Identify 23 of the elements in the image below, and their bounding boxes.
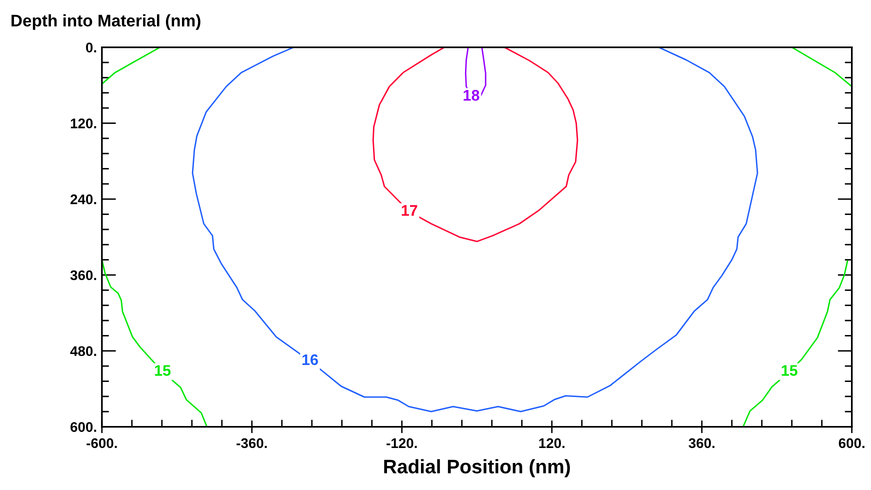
y-tick-label: 0. (86, 42, 96, 52)
y-tick-label: 360. (70, 270, 96, 280)
x-tick-label: -120. (386, 438, 417, 448)
annotation: 16 (302, 354, 318, 366)
annotation: 15 (782, 365, 798, 376)
y-tick-label: 600. (70, 422, 96, 432)
line-series (192, 47, 758, 412)
annotation: 18 (464, 90, 480, 101)
line-series (372, 47, 578, 242)
line-series (742, 260, 848, 427)
x-tick-label: 360. (688, 438, 714, 448)
x-axis-title: Radial Position (nm) (384, 459, 570, 478)
y-axis-title: Depth into Material (nm) (12, 14, 200, 30)
y-tick-label: 240. (70, 194, 96, 204)
y-tick-label: 120. (70, 118, 96, 128)
y-tick-label: 480. (70, 346, 96, 356)
x-tick-label: -360. (236, 438, 267, 448)
x-tick-label: -600. (86, 438, 117, 448)
line-series (102, 259, 208, 427)
x-tick-label: 600. (838, 438, 864, 448)
x-tick-label: 120. (539, 438, 564, 448)
annotation: 17 (402, 205, 418, 216)
annotation: 15 (154, 365, 171, 376)
